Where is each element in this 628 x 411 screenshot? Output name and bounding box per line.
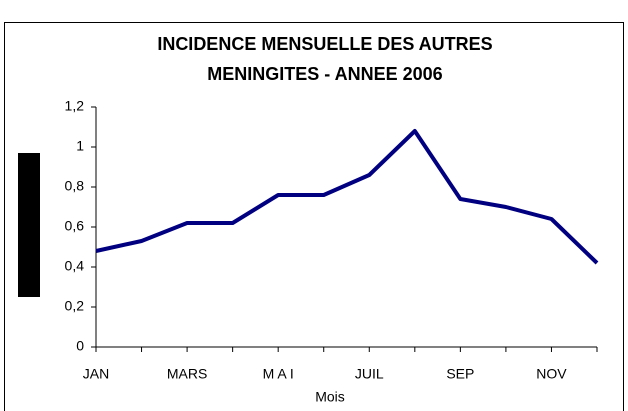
y-tick-label: 0,6	[65, 218, 85, 234]
x-tick-label: JAN	[83, 366, 109, 382]
chart-title: MENINGITES - ANNEE 2006	[207, 64, 442, 84]
x-tick-label: MARS	[167, 366, 207, 382]
x-tick-label: JUIL	[355, 366, 384, 382]
y-tick-label: 1,2	[65, 98, 85, 114]
y-tick-label: 0	[76, 338, 84, 354]
x-tick-label: SEP	[446, 366, 474, 382]
x-tick-label: M A I	[263, 366, 294, 382]
x-axis-title: Mois	[315, 389, 345, 405]
chart-border	[4, 22, 624, 411]
y-tick-label: 1	[76, 138, 84, 154]
y-tick-label: 0,4	[65, 258, 85, 274]
y-tick-label: 0,8	[65, 178, 85, 194]
data-line	[95, 129, 599, 265]
x-tick-label: NOV	[536, 366, 567, 382]
chart-title: INCIDENCE MENSUELLE DES AUTRES	[157, 34, 492, 54]
redacted-label	[18, 153, 40, 297]
y-tick-label: 0,2	[65, 298, 85, 314]
